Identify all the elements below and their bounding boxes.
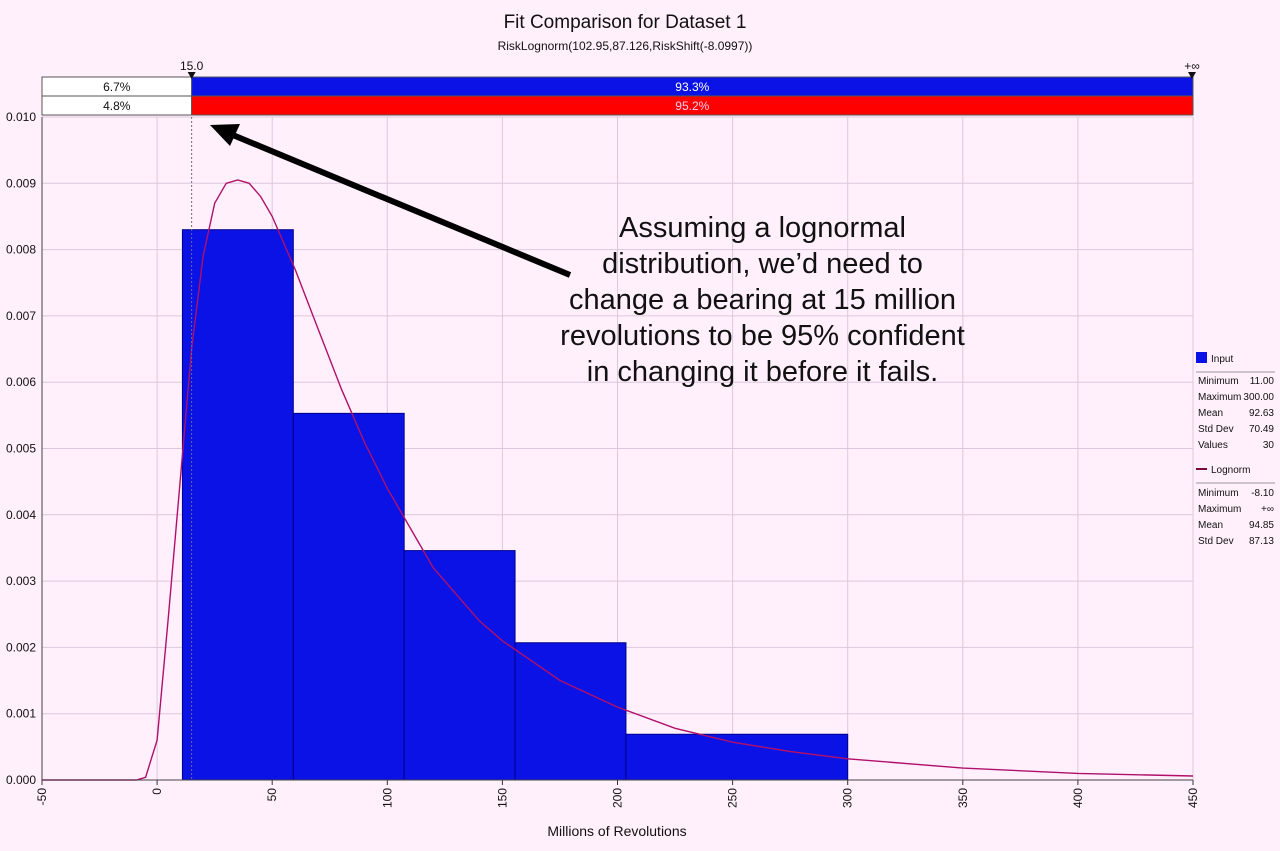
y-tick-label: 0.000 (6, 773, 36, 787)
y-tick-label: 0.001 (6, 707, 36, 721)
x-tick-label: 250 (726, 788, 740, 808)
legend-stat-label: Values (1198, 440, 1228, 451)
histogram-bar (625, 733, 849, 781)
legend-stat-label: Minimum (1198, 488, 1239, 499)
x-tick-label: 400 (1071, 788, 1085, 808)
annotation-text: Assuming a lognormal distribution, we’d … (560, 212, 965, 388)
x-tick-label: 450 (1186, 788, 1200, 808)
delimiter-right-marker (1188, 72, 1196, 79)
x-tick-label: 150 (495, 788, 509, 808)
y-tick-label: 0.005 (6, 442, 36, 456)
y-tick-label: 0.002 (6, 640, 36, 654)
y-tick-label: 0.004 (6, 508, 36, 522)
x-tick-label: 300 (841, 788, 855, 808)
y-tick-label: 0.003 (6, 574, 36, 588)
x-tick-label: 200 (611, 788, 625, 808)
fit-left-percent: 4.8% (103, 99, 131, 113)
legend-stat-label: Minimum (1198, 376, 1239, 387)
histogram-layer (181, 229, 849, 781)
y-tick-label: 0.006 (6, 375, 36, 389)
x-axis-label: Millions of Revolutions (547, 823, 686, 839)
lognorm-fit-curve (42, 179, 1194, 781)
legend-stat-label: Maximum (1198, 392, 1241, 403)
y-tick-label: 0.007 (6, 309, 36, 323)
y-tick-label: 0.010 (6, 110, 36, 124)
x-tick-label: 350 (956, 788, 970, 808)
axes-layer: 0.000 0.001 0.002 0.003 0.004 0.005 0.006 0.007… (6, 110, 1200, 808)
legend-stat-value: +∞ (1261, 504, 1274, 515)
fit-curve-layer (42, 179, 1194, 781)
arrow-head (210, 124, 240, 146)
legend-stat-value: 94.85 (1249, 520, 1274, 531)
fit-right-percent: 95.2% (675, 99, 709, 113)
histogram-bar (181, 229, 294, 781)
chart-subtitle: RiskLognorm(102.95,87.126,RiskShift(-8.0… (498, 39, 753, 53)
legend-stat-value: 87.13 (1249, 536, 1274, 547)
legend-stat-label: Std Dev (1198, 424, 1234, 435)
input-left-percent: 6.7% (103, 80, 131, 94)
legend-stat-value: 70.49 (1249, 424, 1274, 435)
delimiter-left-value: 15.0 (180, 59, 204, 73)
histogram-bar (292, 412, 405, 781)
legend-fit-name: Lognorm (1211, 465, 1250, 476)
legend-stat-label: Std Dev (1198, 536, 1234, 547)
input-right-percent: 93.3% (675, 80, 709, 94)
delimiter-bar: 6.7% 93.3% 4.8% 95.2% 15.0 +∞ (41, 59, 1200, 780)
legend-stat-value: -8.10 (1251, 488, 1274, 499)
legend-stat-value: 11.00 (1250, 376, 1275, 387)
delimiter-left-marker (187, 72, 196, 79)
histogram-bar (403, 550, 516, 781)
x-tick-label: 0 (150, 788, 164, 795)
arrow-shaft (226, 130, 572, 278)
x-tick-label: -50 (35, 788, 49, 806)
y-tick-label: 0.008 (6, 243, 36, 257)
annotation-arrow (210, 124, 572, 278)
y-tick-label: 0.009 (6, 176, 36, 190)
chart-title: Fit Comparison for Dataset 1 (504, 12, 747, 33)
histogram-bar (514, 642, 627, 781)
x-tick-label: 50 (265, 788, 279, 802)
legend-stat-label: Maximum (1198, 504, 1241, 515)
legend-stat-value: 92.63 (1249, 408, 1274, 419)
legend-input-name: Input (1211, 354, 1233, 365)
x-tick-label: 100 (380, 788, 394, 808)
legend-stat-label: Mean (1198, 520, 1223, 531)
delimiter-right-value: +∞ (1184, 59, 1200, 73)
legend-stat-label: Mean (1198, 408, 1223, 419)
legend-input-swatch (1196, 352, 1207, 363)
legend-stat-value: 300.00 (1243, 392, 1274, 403)
fit-right-cell (191, 95, 1194, 116)
legend-stat-value: 30 (1263, 440, 1275, 451)
